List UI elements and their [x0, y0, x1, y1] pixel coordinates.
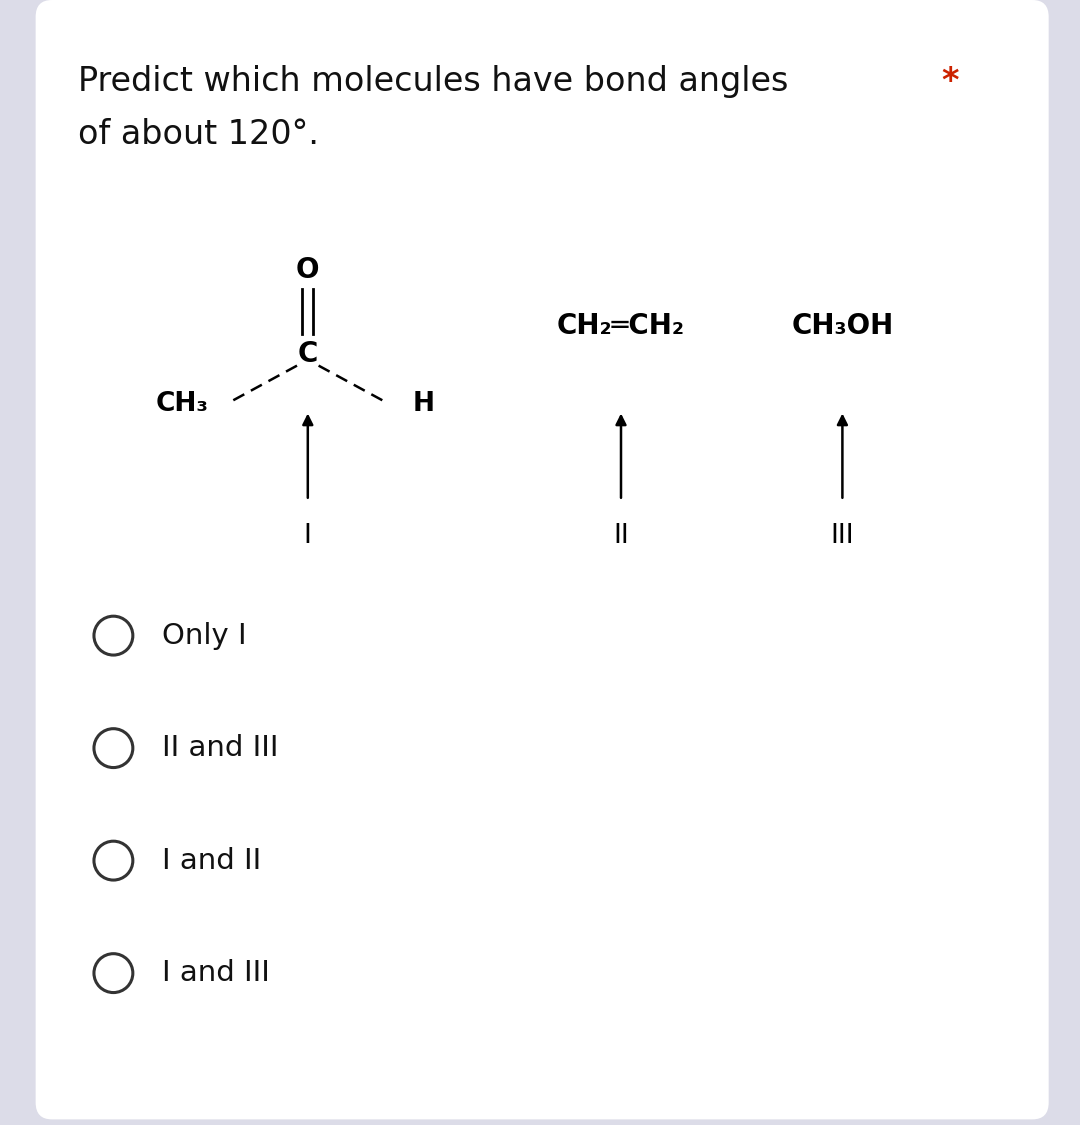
- Ellipse shape: [94, 729, 133, 767]
- Text: III: III: [831, 523, 854, 549]
- Ellipse shape: [94, 954, 133, 992]
- Text: Only I: Only I: [162, 622, 246, 649]
- Text: I and III: I and III: [162, 960, 270, 987]
- Text: *: *: [942, 65, 959, 98]
- Text: of about 120°.: of about 120°.: [78, 118, 319, 151]
- Text: II and III: II and III: [162, 735, 279, 762]
- Text: I: I: [303, 523, 312, 549]
- Text: I and II: I and II: [162, 847, 261, 874]
- Text: C: C: [298, 341, 318, 368]
- Text: O: O: [296, 256, 320, 284]
- Text: Predict which molecules have bond angles: Predict which molecules have bond angles: [78, 65, 788, 98]
- FancyBboxPatch shape: [36, 0, 1049, 1119]
- Text: H: H: [413, 392, 435, 417]
- Text: CH₃: CH₃: [156, 392, 208, 417]
- Ellipse shape: [94, 616, 133, 655]
- Text: CH₂═CH₂: CH₂═CH₂: [557, 313, 685, 340]
- Text: CH₃OH: CH₃OH: [792, 313, 893, 340]
- Ellipse shape: [94, 842, 133, 880]
- Text: II: II: [613, 523, 629, 549]
